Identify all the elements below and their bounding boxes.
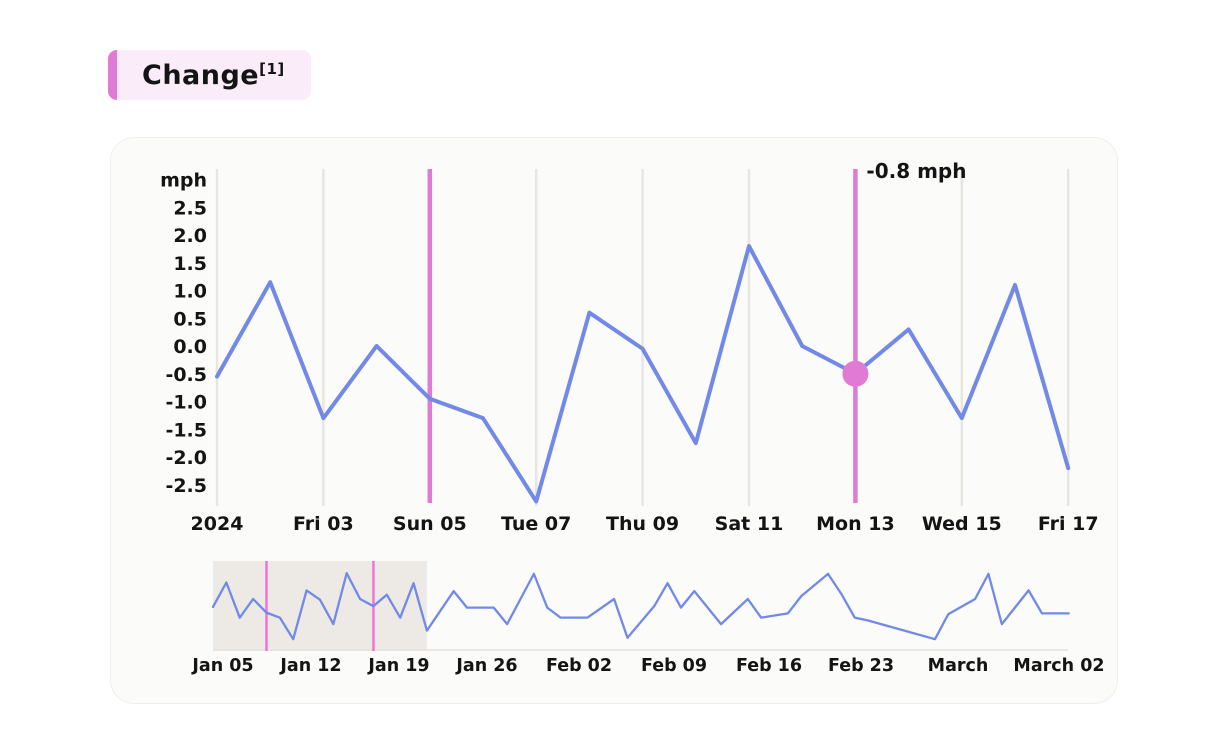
overview-axis-label: Jan 26 bbox=[455, 656, 517, 676]
change-series-line bbox=[215, 244, 1071, 504]
overview-axis-label: Feb 02 bbox=[546, 656, 612, 676]
overview-axis-label: Feb 23 bbox=[828, 656, 894, 676]
overview-axis-label: Feb 16 bbox=[736, 656, 802, 676]
x-axis-tick-label: Tue 07 bbox=[501, 513, 571, 535]
overview-axis-label: Feb 09 bbox=[641, 656, 707, 676]
y-axis-tick-label: -0.5 bbox=[165, 364, 207, 386]
overview-axis-label: March 02 bbox=[1013, 656, 1104, 676]
x-axis-tick-label: Sun 05 bbox=[393, 513, 467, 535]
y-axis-tick-label: -1.0 bbox=[165, 392, 207, 414]
y-axis-tick-label: -1.5 bbox=[165, 419, 207, 441]
overview-axis-label: Jan 12 bbox=[279, 656, 341, 676]
title-accent-bar bbox=[108, 50, 117, 100]
overview-axis-label: Jan 05 bbox=[191, 656, 253, 676]
main-chart[interactable]: mph 2.5 2.0 1.5 1.0 0.5 0.0 -0.5 -1.0 -1.5 -2.0 -2.… bbox=[111, 138, 1119, 558]
x-axis-tick-label: Sat 11 bbox=[715, 513, 784, 535]
y-axis-tick-label: 1.0 bbox=[173, 281, 207, 303]
y-axis-tick-label: 2.5 bbox=[173, 197, 207, 219]
y-axis-tick-label: 1.5 bbox=[173, 253, 207, 275]
y-axis-tick-label: 0.5 bbox=[173, 308, 207, 330]
selected-value-label: -0.8 mph bbox=[866, 159, 966, 183]
page-title: Change[1] bbox=[142, 60, 285, 91]
overview-chart[interactable]: Jan 05 Jan 12 Jan 19 Jan 26 Feb 02 Feb 09 Feb … bbox=[111, 558, 1119, 705]
y-axis-tick-label: -2.5 bbox=[165, 475, 207, 497]
y-axis-tick-label: 0.0 bbox=[173, 336, 207, 358]
selected-point-marker[interactable] bbox=[842, 360, 869, 387]
page-title-label: Change bbox=[142, 59, 260, 91]
page-title-chip: Change[1] bbox=[108, 50, 311, 100]
y-axis-unit-label: mph bbox=[160, 170, 207, 192]
page-title-superscript: [1] bbox=[259, 59, 285, 78]
x-axis-tick-label: Wed 15 bbox=[922, 513, 1002, 535]
x-axis-tick-label: Mon 13 bbox=[816, 513, 895, 535]
overview-axis-label: March bbox=[928, 656, 989, 676]
y-axis-tick-label: -2.0 bbox=[165, 447, 207, 469]
x-axis-tick-label: Thu 09 bbox=[606, 513, 679, 535]
overview-selection-window[interactable] bbox=[213, 561, 427, 651]
x-axis-tick-label: Fri 03 bbox=[293, 513, 354, 535]
overview-axis-label: Jan 19 bbox=[367, 656, 429, 676]
x-axis-tick-label: 2024 bbox=[191, 513, 244, 535]
chart-card: mph 2.5 2.0 1.5 1.0 0.5 0.0 -0.5 -1.0 -1.5 -2.0 -2.… bbox=[110, 137, 1118, 704]
x-axis-tick-label: Fri 17 bbox=[1038, 513, 1099, 535]
y-axis-tick-label: 2.0 bbox=[173, 225, 207, 247]
overview-series-line bbox=[211, 572, 1070, 641]
